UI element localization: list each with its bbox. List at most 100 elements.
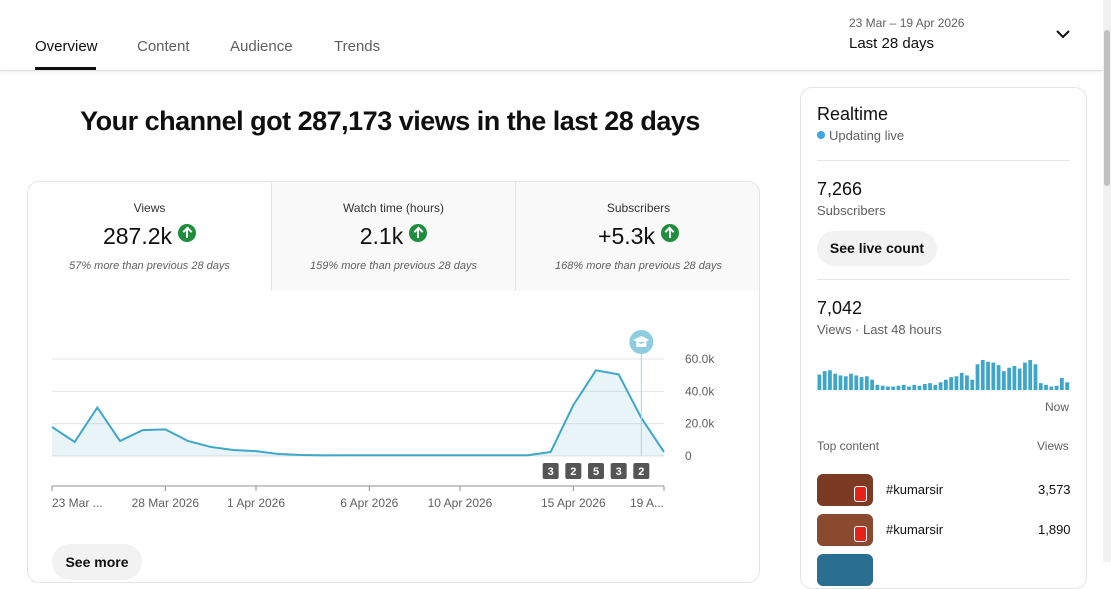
- bar: [1059, 378, 1064, 390]
- metric-tab[interactable]: Subscribers +5.3k 168% more than previous …: [516, 182, 759, 291]
- thumbnail[interactable]: [817, 554, 873, 586]
- upload-count: 5: [593, 466, 599, 478]
- live-count-button[interactable]: See live count: [817, 231, 937, 266]
- see-more-button[interactable]: See more: [52, 544, 142, 580]
- metric-value: 287.2k: [102, 223, 173, 249]
- bar: [1049, 386, 1054, 390]
- bar: [1001, 371, 1006, 390]
- bar: [933, 384, 938, 390]
- tab[interactable]: Content: [137, 38, 190, 55]
- x-tick-label: 15 Apr 2026: [541, 496, 606, 510]
- content-title[interactable]: #kumarsir: [886, 522, 944, 537]
- realtime-bars: [817, 360, 1069, 390]
- tab[interactable]: Trends: [334, 38, 381, 55]
- upload-badge: [610, 463, 627, 479]
- bar: [912, 384, 917, 390]
- bar: [1028, 360, 1033, 390]
- upload-count: 2: [638, 466, 644, 478]
- x-tick-label: 23 Mar ...: [52, 496, 103, 510]
- bar: [917, 385, 922, 390]
- x-tick-label: 19 A...: [630, 496, 664, 510]
- bar: [907, 386, 911, 390]
- bar: [1017, 368, 1022, 390]
- bar: [849, 373, 853, 390]
- dropdown-icon[interactable]: [1054, 27, 1072, 43]
- area: [52, 370, 664, 456]
- divider: [817, 160, 1070, 161]
- bar: [817, 374, 822, 390]
- live-dot: [817, 131, 825, 139]
- upload-count: 2: [570, 466, 576, 478]
- upload-badge: [633, 463, 650, 479]
- bar: [828, 370, 832, 390]
- bar: [859, 377, 864, 390]
- bar: [1044, 384, 1048, 390]
- date-range: 23 Mar – 19 Apr 2026: [849, 16, 965, 30]
- bar: [975, 364, 980, 390]
- bar: [938, 382, 943, 390]
- bar: [838, 375, 843, 390]
- milestone-cap: [633, 336, 650, 347]
- metric-label: Views: [133, 201, 166, 215]
- thumbnail[interactable]: [817, 474, 873, 506]
- upload-count: 3: [548, 466, 554, 478]
- bar: [944, 379, 948, 390]
- tab[interactable]: Overview: [35, 38, 98, 55]
- headline: Your channel got 287,173 views in the la…: [80, 106, 700, 136]
- top-content-column: Views: [1037, 439, 1069, 453]
- bar: [986, 361, 990, 390]
- x-tick-label: 10 Apr 2026: [428, 496, 493, 510]
- y-tick-label: 0: [685, 449, 692, 463]
- subscriber-count: 7,266: [817, 179, 863, 199]
- date-range-label[interactable]: Last 28 days: [849, 35, 935, 52]
- views-chart: 0 20.0k 40.0k 60.0k 23 Mar ... 28 Mar 2026 1 A…: [51, 330, 715, 510]
- bar: [880, 385, 885, 390]
- bar: [954, 376, 959, 390]
- x-tick-label: 28 Mar 2026: [132, 496, 200, 510]
- metric-note: 168% more than previous 28 days: [555, 260, 722, 272]
- metric-note: 57% more than previous 28 days: [69, 260, 230, 272]
- bar: [854, 375, 859, 390]
- top-content-title: Top content: [817, 439, 880, 453]
- y-tick-label: 20.0k: [685, 417, 715, 431]
- realtime-title: Realtime: [817, 104, 889, 124]
- metric-tab[interactable]: Watch time (hours) 2.1k 159% more than pre…: [272, 182, 516, 291]
- bar: [1023, 362, 1027, 390]
- line: [51, 369, 665, 457]
- bar: [928, 383, 932, 390]
- subscriber-label: Subscribers: [817, 203, 886, 218]
- views-label: Views · Last 48 hours: [817, 322, 942, 337]
- header: [0, 0, 1103, 71]
- tab[interactable]: Audience: [230, 38, 293, 55]
- bar: [875, 384, 880, 390]
- bar: [891, 386, 896, 390]
- upload-badge: [542, 463, 559, 479]
- bar: [970, 379, 975, 390]
- metric-note: 159% more than previous 28 days: [310, 260, 477, 272]
- bar: [843, 376, 848, 390]
- divider: [817, 279, 1070, 280]
- page: Overview Content Audience Trends 23 Mar …: [0, 0, 1111, 562]
- bar: [980, 360, 985, 390]
- content-views: 1,890: [1038, 522, 1071, 537]
- scrollbar[interactable]: [1103, 0, 1111, 562]
- tab-indicator: [35, 67, 96, 70]
- metric-tab[interactable]: Views 287.2k 57% more than previous 28 day…: [28, 182, 272, 291]
- realtime-status: Updating live: [829, 128, 905, 143]
- upload-badge: [565, 463, 582, 479]
- bars-end-label: Now: [1045, 400, 1070, 414]
- bar: [1012, 366, 1017, 390]
- bar: [1038, 383, 1043, 390]
- bar: [886, 386, 890, 390]
- bar: [1033, 364, 1038, 390]
- bar: [959, 372, 964, 390]
- bar: [901, 384, 906, 390]
- bar: [1065, 382, 1069, 390]
- metric-label: Subscribers: [606, 201, 671, 215]
- bar: [822, 371, 827, 390]
- bar: [1007, 367, 1012, 390]
- bar: [870, 379, 874, 390]
- thumbnail[interactable]: [817, 514, 873, 546]
- content-title[interactable]: #kumarsir: [886, 482, 944, 497]
- upload-badge: [588, 463, 604, 479]
